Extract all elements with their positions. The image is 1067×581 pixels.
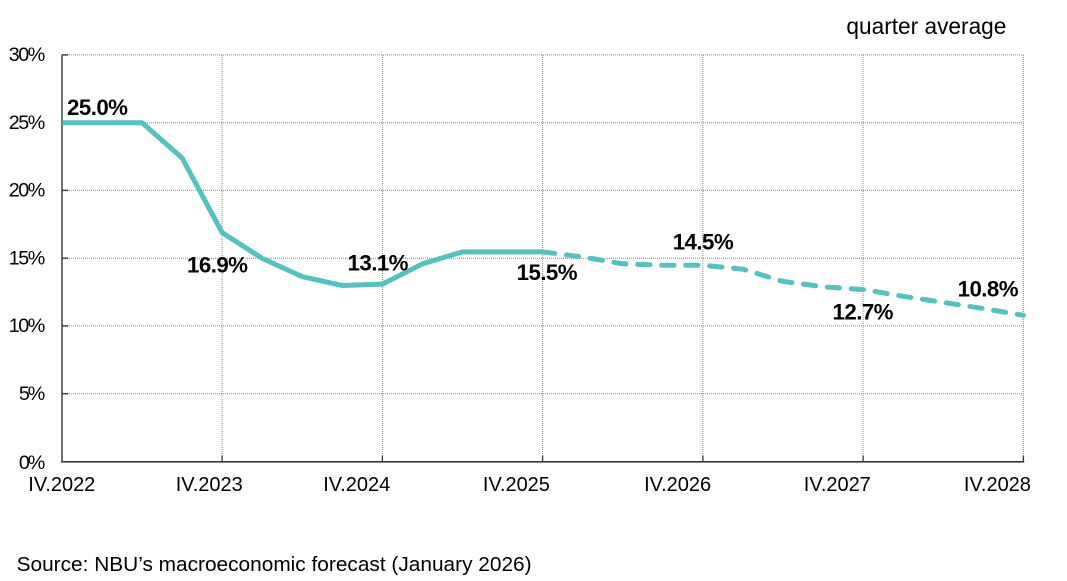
svg-text:Source: NBU’s macroeconomic fo: Source: NBU’s macroeconomic forecast (Ja… — [17, 553, 532, 576]
svg-text:25%: 25% — [9, 112, 46, 134]
svg-text:15%: 15% — [9, 247, 46, 269]
svg-text:13.1%: 13.1% — [348, 250, 409, 275]
svg-text:30%: 30% — [9, 44, 46, 66]
svg-text:IV.2026: IV.2026 — [644, 474, 711, 496]
svg-text:10%: 10% — [9, 315, 46, 337]
svg-text:20%: 20% — [9, 180, 46, 202]
svg-text:IV.2024: IV.2024 — [323, 474, 390, 496]
svg-text:15.5%: 15.5% — [517, 260, 578, 285]
svg-text:14.5%: 14.5% — [673, 229, 734, 254]
svg-text:25.0%: 25.0% — [67, 95, 128, 120]
svg-text:10.8%: 10.8% — [958, 276, 1019, 301]
svg-text:5%: 5% — [19, 383, 45, 405]
svg-text:quarter average: quarter average — [846, 13, 1006, 39]
svg-text:IV.2028: IV.2028 — [964, 474, 1031, 496]
svg-text:IV.2022: IV.2022 — [28, 474, 95, 496]
svg-text:IV.2027: IV.2027 — [804, 474, 871, 496]
svg-text:IV.2023: IV.2023 — [176, 474, 243, 496]
svg-text:12.7%: 12.7% — [833, 300, 894, 325]
svg-text:0%: 0% — [19, 452, 45, 474]
svg-text:16.9%: 16.9% — [187, 253, 248, 278]
svg-text:IV.2025: IV.2025 — [483, 474, 550, 496]
